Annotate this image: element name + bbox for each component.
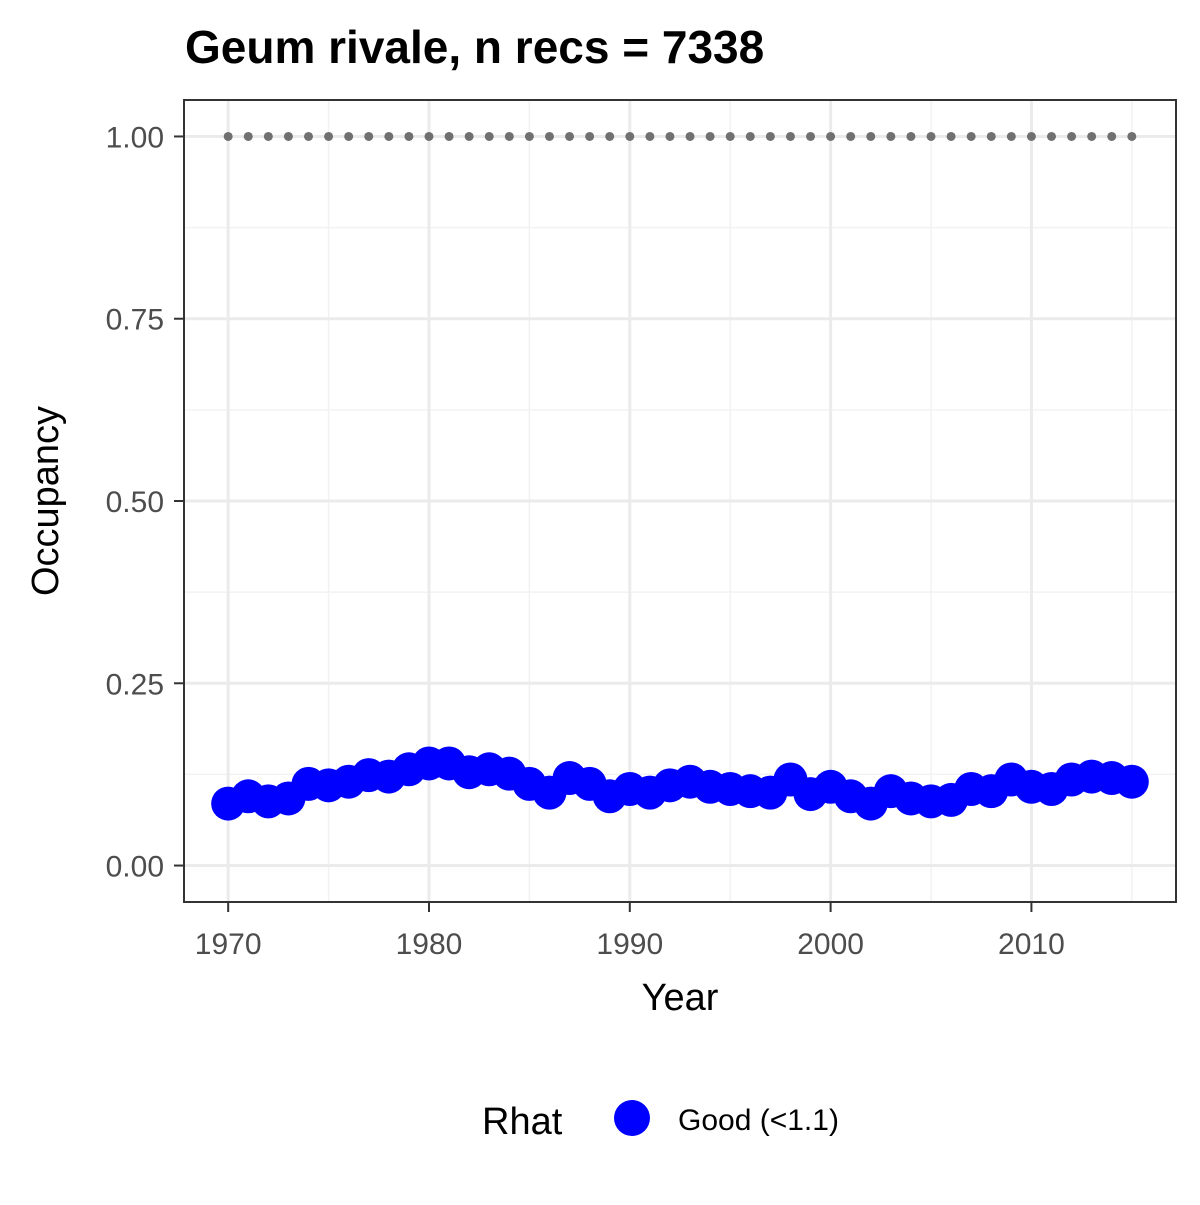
reference-dot (544, 131, 554, 141)
x-tick-label: 1990 (596, 928, 663, 961)
reference-dot (685, 131, 695, 141)
reference-dot (263, 131, 273, 141)
reference-dot (424, 131, 434, 141)
reference-dot (665, 131, 675, 141)
reference-dot (806, 131, 816, 141)
reference-dot (1127, 131, 1137, 141)
y-tick-label: 0.25 (106, 668, 164, 701)
reference-dot (1087, 131, 1097, 141)
reference-dot (585, 131, 595, 141)
reference-dot (946, 131, 956, 141)
reference-dot (1067, 131, 1077, 141)
chart-title: Geum rivale, n recs = 7338 (185, 21, 764, 73)
reference-dot (926, 131, 936, 141)
reference-dot (1026, 131, 1036, 141)
y-tick-label: 0.50 (106, 486, 164, 519)
reference-dot (725, 131, 735, 141)
reference-dot (344, 131, 354, 141)
reference-dot (645, 131, 655, 141)
x-tick-label: 2010 (998, 928, 1065, 961)
reference-dot (243, 131, 253, 141)
reference-dot (745, 131, 755, 141)
x-tick-label: 1970 (195, 928, 262, 961)
reference-dot (304, 131, 314, 141)
reference-dot (906, 131, 916, 141)
reference-dot (966, 131, 976, 141)
x-tick-label: 1980 (396, 928, 463, 961)
x-tick-label: 2000 (797, 928, 864, 961)
reference-dot (524, 131, 534, 141)
reference-dot (283, 131, 293, 141)
reference-dot (785, 131, 795, 141)
y-axis-title: Occupancy (25, 406, 67, 596)
reference-dot (223, 131, 233, 141)
reference-dot (444, 131, 454, 141)
reference-dot (625, 131, 635, 141)
reference-dot (1046, 131, 1056, 141)
legend-label-good: Good (<1.1) (678, 1104, 839, 1137)
reference-dot (705, 131, 715, 141)
y-tick-label: 0.75 (106, 304, 164, 337)
reference-dot (886, 131, 896, 141)
legend-title: Rhat (482, 1101, 563, 1143)
x-axis-title: Year (642, 977, 719, 1019)
reference-dot (605, 131, 615, 141)
reference-dot (846, 131, 856, 141)
legend-key-good (614, 1100, 650, 1136)
reference-dot (464, 131, 474, 141)
reference-dot (324, 131, 334, 141)
reference-dot (504, 131, 514, 141)
reference-dot (384, 131, 394, 141)
reference-dot (826, 131, 836, 141)
reference-dot (484, 131, 494, 141)
legend: Rhat Good (<1.1) (482, 1100, 839, 1143)
reference-dot (866, 131, 876, 141)
y-tick-label: 1.00 (106, 121, 164, 154)
reference-dot (765, 131, 775, 141)
y-tick-label: 0.00 (106, 851, 164, 884)
reference-dot (1107, 131, 1117, 141)
plot-series (211, 131, 1149, 821)
occupancy-point (1114, 764, 1149, 799)
reference-dot (404, 131, 414, 141)
reference-dot (986, 131, 996, 141)
reference-dot (1006, 131, 1016, 141)
reference-dot (364, 131, 374, 141)
axes: 1970 1980 1990 2000 2010 0.00 0.25 0.50 0.75 1.00 (106, 121, 1065, 961)
reference-dot (565, 131, 575, 141)
